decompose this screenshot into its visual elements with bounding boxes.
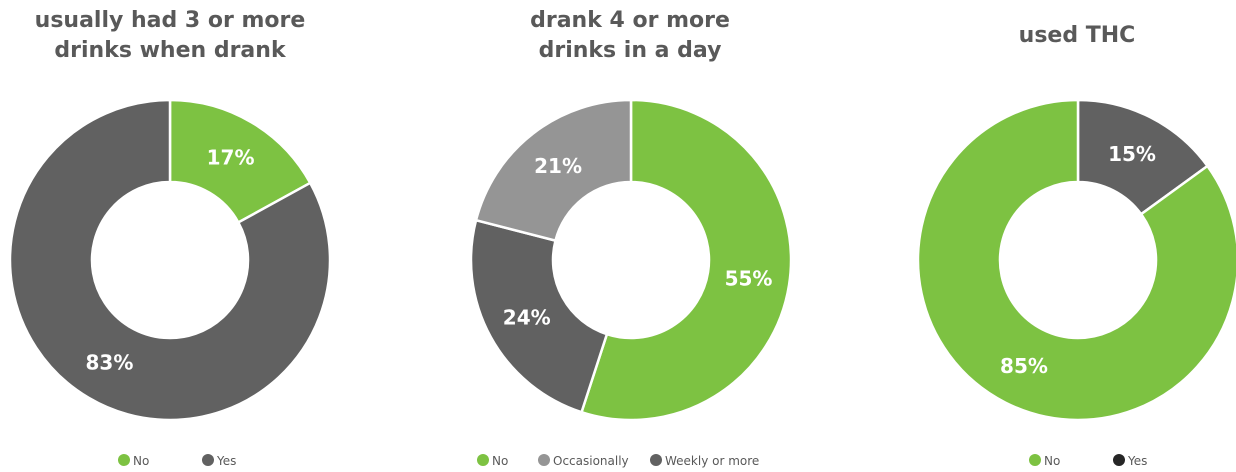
slice-value-label-no: 17%	[207, 146, 255, 170]
legend-item-yes: Yes	[202, 454, 236, 468]
legend-label-no: No	[133, 454, 150, 468]
legend-swatch-no	[477, 454, 489, 466]
legend-swatch-occasionally	[538, 454, 550, 466]
chart-3-title-line-1: used THC	[1018, 23, 1136, 48]
legend-item-weekly-or-more: Weekly or more	[650, 454, 759, 468]
legend-swatch-yes	[1113, 454, 1125, 466]
legend-item-no: No	[477, 454, 508, 468]
donut-slice-no	[916, 98, 1236, 422]
legend-swatch-no	[118, 454, 130, 466]
legend-label-yes: Yes	[217, 454, 237, 468]
chart-1-title: usually had 3 or more drinks when drank	[20, 6, 320, 66]
legend-item-no: No	[1029, 454, 1060, 468]
donut-slice-yes	[8, 98, 332, 422]
legend-label-occasionally: Occasionally	[553, 454, 629, 468]
donut-slice-weekly-or-more	[469, 218, 609, 414]
slice-value-label-no: 55%	[725, 267, 773, 291]
legend-swatch-no	[1029, 454, 1041, 466]
legend-item-occasionally: Occasionally	[538, 454, 629, 468]
legend-swatch-yes	[202, 454, 214, 466]
legend-item-no: No	[118, 454, 149, 468]
chart-2-title-line-2: drinks in a day	[538, 38, 722, 63]
chart-2-title-line-1: drank 4 or more	[530, 8, 730, 33]
slice-value-label-no: 85%	[1000, 354, 1048, 378]
chart-2-title: drank 4 or more drinks in a day	[480, 6, 780, 66]
chart-1-title-line-1: usually had 3 or more	[34, 8, 306, 33]
donut-slice-no	[579, 98, 793, 422]
donut-slice-occasionally	[474, 98, 633, 243]
legend-swatch-weekly-or-more	[650, 454, 662, 466]
legend-label-no: No	[1044, 454, 1061, 468]
donut-slice-no	[168, 98, 312, 225]
donut-slice-yes	[1076, 98, 1210, 216]
legend-label-weekly-or-more: Weekly or more	[665, 454, 760, 468]
legend-item-yes: Yes	[1113, 454, 1147, 468]
slice-value-label-yes: 83%	[85, 350, 133, 374]
slice-value-label-occasionally: 21%	[534, 154, 582, 178]
slice-value-label-yes: 15%	[1108, 142, 1156, 166]
legend-label-no: No	[492, 454, 509, 468]
chart-3-title: used THC	[927, 21, 1227, 51]
chart-1-title-line-2: drinks when drank	[54, 38, 286, 63]
legend-label-yes: Yes	[1128, 454, 1148, 468]
slice-value-label-weekly-or-more: 24%	[503, 305, 551, 329]
